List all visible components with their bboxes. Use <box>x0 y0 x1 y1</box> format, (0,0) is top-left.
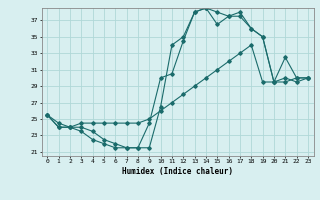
X-axis label: Humidex (Indice chaleur): Humidex (Indice chaleur) <box>122 167 233 176</box>
